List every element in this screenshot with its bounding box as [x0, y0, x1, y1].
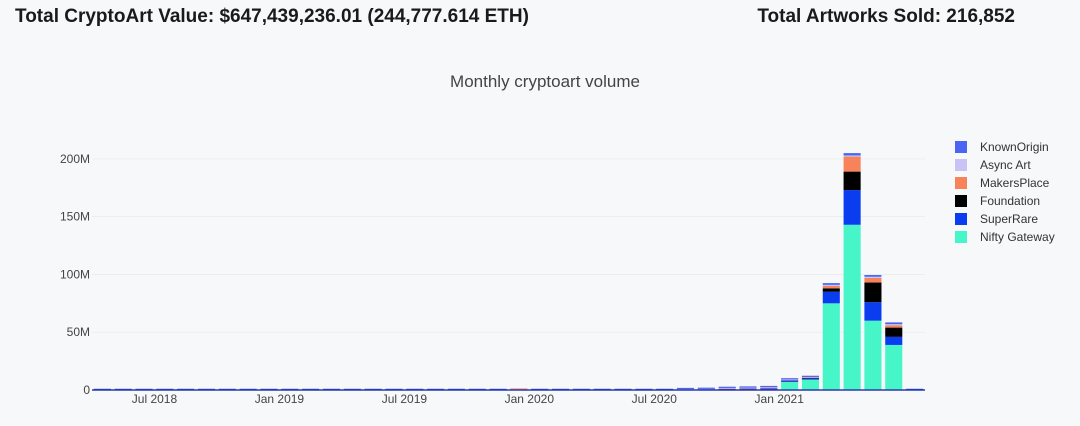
bar-segment — [739, 386, 757, 388]
bar-segment — [843, 171, 861, 191]
bar-segment — [781, 378, 799, 381]
bar-segment — [801, 379, 820, 390]
bar-segment — [697, 387, 715, 389]
bar-segment — [510, 388, 528, 390]
legend-label: SuperRare — [980, 212, 1038, 226]
bar-segment — [781, 380, 799, 382]
x-axis: Jul 2018 Jan 2019 Jul 2019 Jan 2020 Jul 2020… — [92, 389, 925, 406]
bar-segment — [843, 190, 861, 225]
y-tick-label: 50M — [67, 325, 90, 339]
y-tick-label: 200M — [60, 152, 90, 166]
total-sold-stat: Total Artworks Sold: 216,852 — [757, 6, 1015, 27]
bar-segment — [864, 277, 882, 283]
bar-segment — [885, 324, 903, 326]
legend-swatch — [955, 141, 967, 153]
stats-bar: Total CryptoArt Value: $647,439,236.01 (… — [15, 6, 1015, 28]
bar-segment — [885, 336, 903, 345]
bar-segment — [822, 286, 840, 289]
legend-label: Async Art — [980, 158, 1031, 172]
bar-segment — [801, 375, 820, 377]
bar-segment — [822, 283, 840, 285]
volume-chart: Monthly cryptoart volume 0 50M 100M 150M 200… — [60, 72, 1055, 406]
bar-segment — [822, 291, 840, 304]
y-axis: 0 50M 100M 150M 200M — [60, 152, 90, 397]
legend-label: MakersPlace — [980, 176, 1050, 190]
bar-segment — [822, 303, 840, 390]
x-tick-label: Jan 2021 — [755, 392, 805, 406]
legend-swatch — [955, 177, 967, 189]
bar-segment — [885, 327, 903, 337]
bars-group — [93, 153, 924, 390]
x-tick-label: Jan 2019 — [255, 392, 305, 406]
y-tick-label: 0 — [83, 383, 90, 397]
bar-segment — [843, 155, 861, 157]
bar-segment — [843, 156, 861, 172]
bar-segment — [864, 275, 882, 277]
bar-segment — [885, 344, 903, 390]
legend-label: Nifty Gateway — [980, 230, 1055, 244]
x-tick-label: Jul 2018 — [132, 392, 178, 406]
chart-container: Monthly cryptoart volume 0 50M 100M 150M 200… — [0, 60, 1080, 421]
bar-segment — [864, 282, 882, 303]
legend-swatch — [955, 159, 967, 171]
legend-label: KnownOrigin — [980, 140, 1049, 154]
x-tick-label: Jul 2020 — [632, 392, 678, 406]
bar-segment — [760, 385, 778, 388]
bar-segment — [781, 378, 799, 380]
bar-segment — [760, 388, 778, 390]
bar-segment — [781, 381, 799, 390]
x-tick-label: Jul 2019 — [382, 392, 428, 406]
legend-label: Foundation — [980, 194, 1040, 208]
bar-segment — [843, 153, 861, 156]
bar-segment — [885, 325, 903, 328]
bar-segment — [885, 322, 903, 325]
y-tick-label: 100M — [60, 267, 90, 281]
legend-swatch — [955, 213, 967, 225]
x-tick-label: Jan 2020 — [505, 392, 555, 406]
y-tick-label: 150M — [60, 210, 90, 224]
total-value-stat: Total CryptoArt Value: $647,439,236.01 (… — [15, 6, 529, 27]
bar-segment — [864, 320, 882, 390]
legend: KnownOrigin Async Art MakersPlace Foundatio… — [955, 140, 1055, 244]
legend-swatch — [955, 195, 967, 207]
bar-segment — [760, 386, 778, 388]
bar-segment — [676, 387, 695, 390]
bar-segment — [718, 386, 736, 388]
grid-lines — [92, 158, 925, 333]
bar-segment — [864, 302, 882, 321]
bar-segment — [843, 224, 861, 390]
bar-segment — [864, 276, 882, 278]
bar-segment — [801, 378, 820, 380]
bar-segment — [822, 288, 840, 292]
bar-segment — [822, 284, 840, 286]
chart-title: Monthly cryptoart volume — [450, 72, 640, 91]
legend-swatch — [955, 231, 967, 243]
